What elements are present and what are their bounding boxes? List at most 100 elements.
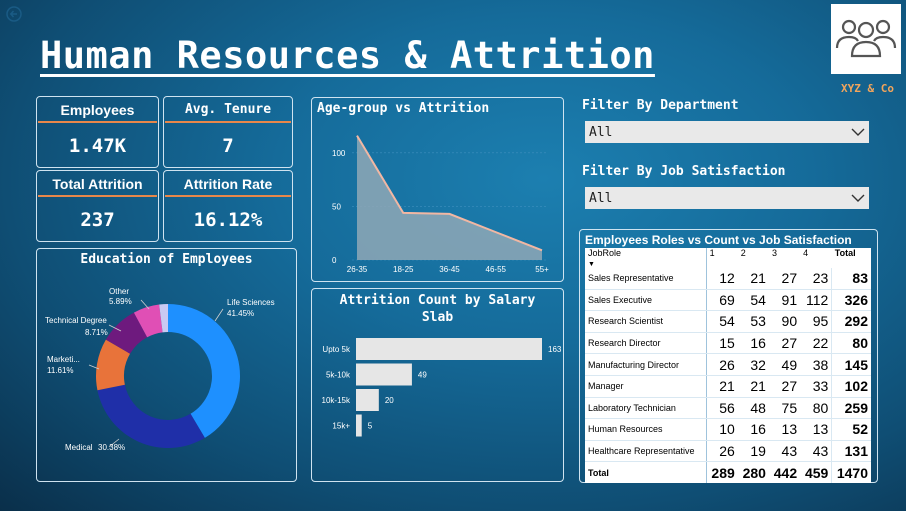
dropdown-value: All: [589, 191, 613, 206]
count-cell: 43: [800, 440, 832, 463]
count-cell: 13: [768, 418, 801, 441]
count-cell: 21: [737, 268, 769, 290]
count-cell: 13: [800, 418, 832, 441]
total-cell: 326: [831, 289, 871, 312]
count-cell: 12: [706, 268, 738, 290]
count-cell: 112: [800, 289, 832, 312]
x-tick-label: 26-35: [347, 265, 368, 274]
table-row[interactable]: Research Director 15 16 27 22 80: [585, 332, 871, 355]
table-row[interactable]: Healthcare Representative 26 19 43 43 131: [585, 440, 871, 463]
education-donut-chart[interactable]: Life Sciences 41.45% Medical 30.38% Marketi.…: [37, 269, 294, 481]
leader-line: [108, 324, 122, 332]
company-name: XYZ & Co: [841, 82, 894, 95]
x-tick-label: 55+: [535, 265, 549, 274]
count-cell: 26: [706, 353, 738, 376]
area-line: [356, 135, 543, 252]
matrix-total-row[interactable]: Total 289 280 442 459 1470: [585, 461, 871, 483]
job-satisfaction-filter-label: Filter By Job Satisfaction: [582, 164, 786, 179]
roles-matrix: JobRole ▼ 1 2 3 4 Total Sales Representa…: [585, 248, 871, 483]
count-cell: 54: [706, 310, 738, 333]
count-cell: 90: [768, 310, 801, 333]
department-dropdown[interactable]: All: [585, 121, 869, 143]
count-cell: 289: [706, 461, 738, 483]
salary-panel: Attrition Count by Salary Slab Upto 5k 16…: [311, 288, 564, 482]
table-row[interactable]: Manufacturing Director 26 32 49 38 145: [585, 353, 871, 376]
kpi-card-avg-tenure: Avg. Tenure 7: [163, 96, 293, 168]
kpi-card-total-attrition: Total Attrition 237: [36, 170, 159, 242]
count-cell: 43: [768, 440, 801, 463]
department-filter-label: Filter By Department: [582, 98, 739, 113]
count-cell: 54: [737, 289, 769, 312]
total-cell: 1470: [831, 461, 871, 483]
chart-title: Education of Employees: [80, 252, 253, 267]
slice-value: 8.71%: [85, 328, 108, 337]
back-arrow-icon[interactable]: [6, 6, 22, 22]
count-cell: 22: [800, 332, 832, 355]
jobrole-cell: Manager: [585, 375, 707, 398]
count-cell: 48: [737, 397, 769, 420]
table-row[interactable]: Sales Representative 12 21 27 23 83: [585, 268, 871, 290]
count-cell: 75: [768, 397, 801, 420]
matrix-header-row: JobRole ▼ 1 2 3 4 Total: [585, 248, 871, 268]
kpi-value: 7: [222, 135, 234, 157]
jobrole-cell: Total: [585, 461, 707, 483]
kpi-divider: [165, 195, 291, 197]
slice-label: Other: [109, 287, 129, 296]
age-attrition-chart[interactable]: 0 50 100 26-35 18-25 36-45 46-55 55+: [312, 116, 561, 281]
page-title: Human Resources & Attrition: [40, 34, 655, 77]
bar-value-label: 49: [418, 371, 427, 380]
count-cell: 27: [768, 268, 801, 290]
table-row[interactable]: Human Resources 10 16 13 13 52: [585, 418, 871, 441]
donut-slice: [168, 304, 240, 438]
kpi-value: 16.12%: [193, 209, 263, 231]
sort-desc-icon[interactable]: ▼: [588, 261, 595, 268]
slice-label: Marketi...: [47, 355, 80, 364]
total-cell: 80: [831, 332, 871, 355]
table-row[interactable]: Laboratory Technician 56 48 75 80 259: [585, 397, 871, 420]
slice-label: Life Sciences: [227, 298, 275, 307]
column-header[interactable]: 3: [771, 248, 777, 258]
count-cell: 56: [706, 397, 738, 420]
slice-value: 30.38%: [98, 443, 125, 452]
count-cell: 21: [737, 375, 769, 398]
y-tick-label: 0: [332, 256, 337, 265]
matrix-title: Employees Roles vs Count vs Job Satisfac…: [585, 233, 852, 247]
count-cell: 23: [800, 268, 832, 290]
column-header-total[interactable]: Total: [834, 248, 856, 258]
jobrole-cell: Manufacturing Director: [585, 353, 707, 376]
kpi-divider: [38, 195, 157, 197]
salary-bar-chart[interactable]: Upto 5k 163 5k-10k 49 10k-15k 20 15k+ 5: [312, 329, 561, 479]
chevron-down-icon: [851, 128, 865, 136]
y-tick-label: 100: [332, 149, 346, 158]
chevron-down-icon: [851, 194, 865, 202]
jobrole-cell: Sales Representative: [585, 268, 707, 290]
table-row[interactable]: Research Scientist 54 53 90 95 292: [585, 310, 871, 333]
leader-line: [88, 364, 100, 370]
total-cell: 145: [831, 353, 871, 376]
table-row[interactable]: Manager 21 21 27 33 102: [585, 375, 871, 398]
total-cell: 83: [831, 268, 871, 290]
bar-value-label: 5: [368, 422, 373, 431]
count-cell: 442: [768, 461, 801, 483]
count-cell: 21: [706, 375, 738, 398]
kpi-card-attrition-rate: Attrition Rate 16.12%: [163, 170, 293, 242]
column-header-jobrole[interactable]: JobRole ▼: [585, 248, 707, 268]
total-cell: 102: [831, 375, 871, 398]
bar-category-label: 15k+: [332, 422, 350, 431]
jobrole-cell: Human Resources: [585, 418, 707, 441]
column-header[interactable]: 1: [709, 248, 715, 258]
column-header[interactable]: 4: [803, 248, 809, 258]
count-cell: 10: [706, 418, 738, 441]
count-cell: 32: [737, 353, 769, 376]
donut-slice: [159, 304, 168, 333]
donut-slice: [97, 384, 205, 448]
bar: [356, 338, 542, 360]
table-row[interactable]: Sales Executive 69 54 91 112 326: [585, 289, 871, 312]
total-cell: 52: [831, 418, 871, 441]
column-header[interactable]: 2: [740, 248, 746, 258]
job-satisfaction-dropdown[interactable]: All: [585, 187, 869, 209]
count-cell: 69: [706, 289, 738, 312]
kpi-label: Employees: [60, 102, 135, 118]
company-logo: [831, 4, 901, 74]
y-tick-label: 50: [332, 202, 341, 211]
